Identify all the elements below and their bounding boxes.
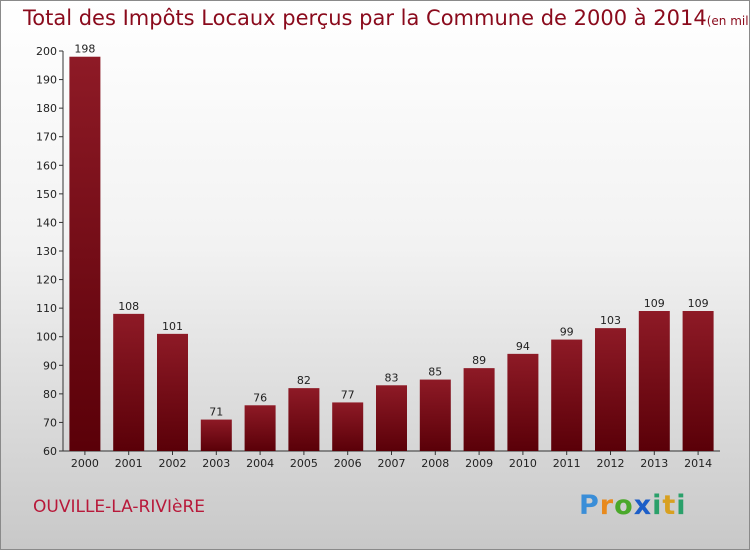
bar-value-label: 89 bbox=[472, 354, 486, 367]
bar bbox=[507, 353, 539, 451]
bar-value-label: 109 bbox=[688, 297, 709, 310]
bar-value-label: 85 bbox=[428, 366, 442, 379]
bar bbox=[419, 379, 451, 451]
y-tick-label: 170 bbox=[36, 131, 57, 144]
x-tick-label: 2006 bbox=[334, 457, 362, 470]
logo-letter: P bbox=[579, 490, 600, 521]
y-tick-label: 120 bbox=[36, 274, 57, 287]
x-tick-label: 2000 bbox=[71, 457, 99, 470]
bar-value-label: 83 bbox=[385, 371, 399, 384]
logo-letter: i bbox=[676, 490, 687, 521]
y-tick-label: 130 bbox=[36, 245, 57, 258]
bar-value-label: 108 bbox=[118, 300, 139, 313]
logo-letter: i bbox=[652, 490, 663, 521]
x-tick-label: 2012 bbox=[597, 457, 625, 470]
x-tick-label: 2001 bbox=[115, 457, 143, 470]
bar bbox=[113, 313, 145, 451]
x-tick-label: 2003 bbox=[202, 457, 230, 470]
chart-title: Total des Impôts Locaux perçus par la Co… bbox=[23, 6, 750, 30]
bar-value-label: 82 bbox=[297, 374, 311, 387]
y-tick-label: 110 bbox=[36, 302, 57, 315]
logo-letter: t bbox=[662, 490, 677, 521]
title-main: Total des Impôts Locaux perçus par la Co… bbox=[23, 6, 707, 30]
bar-value-label: 77 bbox=[341, 388, 355, 401]
bars bbox=[69, 56, 714, 451]
bar-value-label: 101 bbox=[162, 320, 183, 333]
y-tick-label: 180 bbox=[36, 102, 57, 115]
bar bbox=[244, 405, 276, 451]
bar bbox=[332, 402, 364, 451]
y-tick-label: 160 bbox=[36, 159, 57, 172]
x-tick-label: 2004 bbox=[246, 457, 274, 470]
x-tick-label: 2011 bbox=[553, 457, 581, 470]
logo-letter: x bbox=[633, 490, 653, 521]
y-tick-label: 90 bbox=[43, 359, 57, 372]
x-axis: 2000 2001 2002 2003 2004 2005 2006 2007 2008 2009… bbox=[63, 450, 720, 470]
x-tick-label: 2010 bbox=[509, 457, 537, 470]
x-tick-label: 2013 bbox=[640, 457, 668, 470]
y-tick-label: 200 bbox=[36, 45, 57, 58]
y-tick-label: 80 bbox=[43, 388, 57, 401]
bar-value-label: 99 bbox=[560, 326, 574, 339]
value-labels: 198 108 101 71 76 82 77 83 85 89 94 99 103 109 109 bbox=[74, 43, 708, 419]
bar bbox=[200, 419, 232, 451]
bar bbox=[376, 385, 407, 451]
x-tick-label: 2007 bbox=[378, 457, 406, 470]
bar-value-label: 103 bbox=[600, 314, 621, 327]
bar-value-label: 198 bbox=[74, 43, 95, 56]
bar-value-label: 109 bbox=[644, 297, 665, 310]
y-axis: 60 70 80 90 100 110 120 130 140 150 160 170 180 190 20… bbox=[36, 45, 64, 458]
bar-value-label: 71 bbox=[209, 406, 223, 419]
bar bbox=[551, 339, 583, 451]
commune-name: OUVILLE-LA-RIVIèRE bbox=[33, 497, 206, 517]
logo-letter: r bbox=[599, 490, 615, 521]
x-tick-label: 2005 bbox=[290, 457, 318, 470]
bar bbox=[463, 368, 495, 451]
bar bbox=[157, 333, 188, 451]
bar-value-label: 94 bbox=[516, 340, 530, 353]
bar bbox=[682, 311, 714, 451]
x-tick-label: 2008 bbox=[421, 457, 449, 470]
bar bbox=[288, 388, 320, 451]
proxiti-logo: Proxiti bbox=[579, 490, 687, 521]
y-tick-label: 100 bbox=[36, 331, 57, 344]
y-tick-label: 190 bbox=[36, 74, 57, 87]
x-tick-label: 2014 bbox=[684, 457, 712, 470]
y-tick-label: 60 bbox=[43, 445, 57, 458]
bar bbox=[638, 311, 670, 451]
title-unit: (en milliers d'€) bbox=[706, 14, 750, 28]
x-tick-label: 2002 bbox=[159, 457, 187, 470]
y-tick-label: 70 bbox=[43, 416, 57, 429]
y-tick-label: 140 bbox=[36, 216, 57, 229]
x-tick-label: 2009 bbox=[465, 457, 493, 470]
bar-value-label: 76 bbox=[253, 391, 267, 404]
bar bbox=[69, 56, 101, 451]
bar bbox=[595, 328, 626, 451]
y-tick-label: 150 bbox=[36, 188, 57, 201]
logo-letter: o bbox=[614, 490, 634, 521]
